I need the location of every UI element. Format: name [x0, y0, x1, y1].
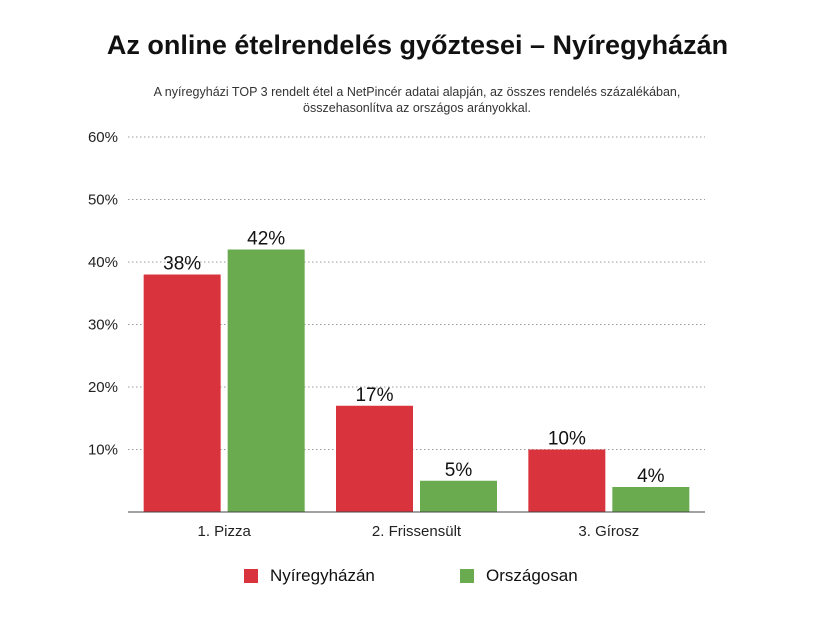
- category-labels: 1. Pizza 2. Frissensült 3. Gírosz: [197, 523, 639, 540]
- legend-item-nyiregyhazan: Nyíregyházán: [244, 566, 375, 586]
- bar-nyiregyhazan-2: [336, 405, 413, 512]
- data-label: 17%: [355, 385, 393, 406]
- legend-swatch-orszagosan: [460, 569, 474, 583]
- y-tick-label: 50%: [88, 192, 118, 209]
- y-tick-label: 40%: [88, 254, 118, 271]
- y-tick-label: 30%: [88, 317, 118, 334]
- legend: Nyíregyházán Országosan: [0, 566, 835, 590]
- bars: [143, 249, 690, 512]
- bar-orszagosan-2: [420, 480, 497, 512]
- y-tick-label: 60%: [88, 129, 118, 146]
- bar-nyiregyhazan-1: [143, 274, 221, 512]
- data-label: 42%: [247, 229, 285, 250]
- legend-label-orszagosan: Országosan: [486, 566, 578, 585]
- bar-orszagosan-3: [612, 487, 690, 512]
- subtitle-line-1: A nyíregyházi TOP 3 rendelt étel a NetPi…: [153, 85, 681, 99]
- chart-subtitle: A nyíregyházi TOP 3 rendelt étel a NetPi…: [117, 84, 717, 116]
- data-label: 5%: [445, 460, 473, 481]
- data-label: 10%: [548, 429, 586, 450]
- legend-item-orszagosan: Országosan: [460, 566, 578, 586]
- y-tick-label: 20%: [88, 379, 118, 396]
- data-label: 4%: [637, 466, 665, 487]
- legend-label-nyiregyhazan: Nyíregyházán: [270, 566, 375, 585]
- chart-title: Az online ételrendelés győztesei – Nyíre…: [106, 30, 729, 60]
- subtitle-line-2: összehasonlítva az országos arányokkal.: [303, 101, 531, 115]
- bar-nyiregyhazan-3: [528, 449, 606, 512]
- legend-swatch-nyiregyhazan: [244, 569, 258, 583]
- data-label: 38%: [163, 254, 201, 275]
- data-labels: 38% 42% 17% 5% 10% 4%: [163, 229, 665, 488]
- bar-orszagosan-1: [227, 249, 305, 512]
- grid-lines: [128, 136, 705, 450]
- y-tick-labels: 10% 20% 30% 40% 50% 60%: [88, 129, 118, 459]
- category-label: 1. Pizza: [197, 523, 251, 540]
- y-tick-label: 10%: [88, 442, 118, 459]
- category-label: 2. Frissensült: [372, 523, 462, 540]
- category-label: 3. Gírosz: [578, 523, 639, 540]
